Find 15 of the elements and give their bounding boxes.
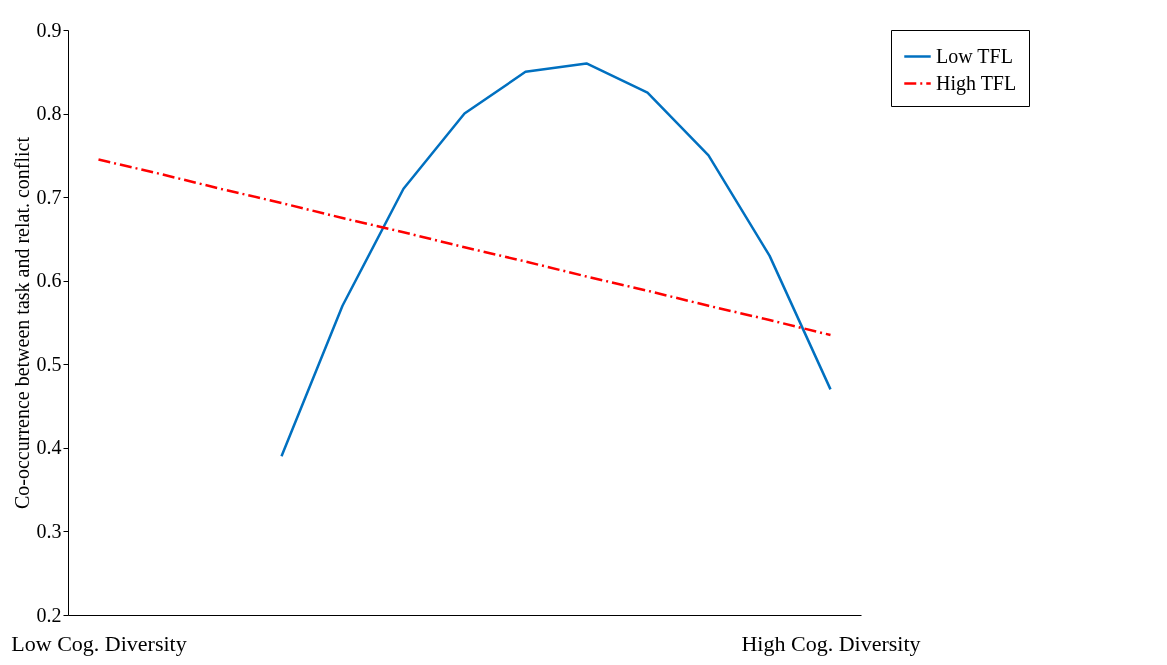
y-tick-label: 0.3 — [36, 519, 62, 542]
x-tick-label: High Cog. Diversity — [741, 630, 921, 656]
line-series — [97, 158, 832, 337]
y-tick-label: 0.5 — [36, 352, 62, 375]
x-tick-label: Low Cog. Diversity — [11, 630, 187, 656]
y-tick-label: 0.9 — [36, 18, 62, 41]
y-tick-label: 0.6 — [36, 269, 62, 292]
line-series — [280, 62, 832, 458]
legend-label: Low TFL — [936, 44, 1013, 67]
legend-label: High TFL — [936, 71, 1017, 95]
y-tick-label: 0.2 — [36, 603, 62, 626]
y-axis-title: Co-occurrence between task and relat. conflict — [10, 136, 33, 510]
y-tick-label: 0.4 — [36, 436, 62, 459]
y-tick-label: 0.8 — [36, 102, 62, 125]
y-tick-label: 0.7 — [36, 185, 62, 208]
